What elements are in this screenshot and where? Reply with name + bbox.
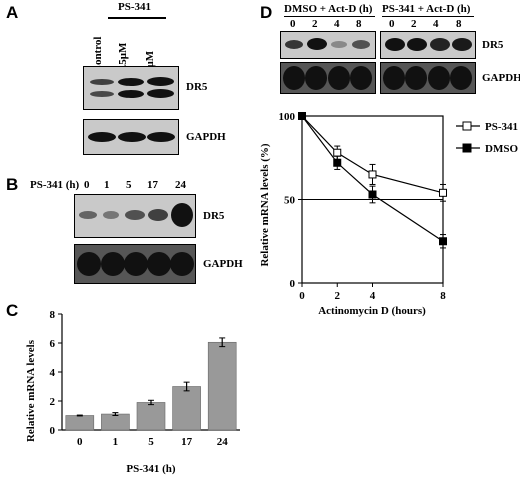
c-bar <box>65 415 95 431</box>
d-marker-1 <box>368 190 377 199</box>
ps341-treatment-label: PS-341 <box>118 1 151 13</box>
d-dmso-bracket <box>284 16 375 17</box>
panel-d-chart: Relative mRNA levels (%) 0 50 100 0 2 4 8 Acti… <box>259 111 518 317</box>
d-dmso-time-8: 8 <box>356 18 362 30</box>
c-y-tick-label: 2 <box>50 396 56 408</box>
d-dmso-time-0: 0 <box>290 18 296 30</box>
c-y-tick-label: 0 <box>50 425 56 437</box>
d-marker-1 <box>333 158 342 167</box>
d-x-tick-label: 4 <box>370 290 376 302</box>
d-ps341-bracket <box>382 16 474 17</box>
time-label-0: 0 <box>84 179 90 191</box>
panel-c-label: C <box>6 301 19 320</box>
d-x-axis-label: Actinomycin D (hours) <box>318 305 426 317</box>
blot-a-gapdh-label: GAPDH <box>186 131 226 143</box>
time-label-1: 1 <box>104 179 110 191</box>
c-x-tick-label: 1 <box>113 436 119 448</box>
d-legend-marker-0 <box>462 121 472 131</box>
c-y-axis-label: Relative mRNA levels <box>25 339 37 442</box>
d-x-tick-label: 2 <box>335 290 341 302</box>
c-x-axis-label: PS-341 (h) <box>126 463 176 475</box>
blot-a-dr5 <box>83 66 179 110</box>
blot-a-gapdh <box>83 119 179 155</box>
blot-d-dmso-dr5 <box>280 31 376 59</box>
d-marker-0 <box>333 148 342 157</box>
d-y-tick-label: 0 <box>290 278 296 290</box>
d-series-line-0 <box>301 115 444 194</box>
blot-a-dr5-label: DR5 <box>186 81 208 93</box>
c-bar <box>172 386 201 431</box>
panel-b-label: B <box>6 175 19 194</box>
time-label-5: 5 <box>126 179 132 191</box>
d-ps341-time-0: 0 <box>389 18 395 30</box>
c-y-tick-label: 6 <box>50 338 56 350</box>
d-legend-label-1: DMSO <box>485 143 518 155</box>
blot-d-dr5-label: DR5 <box>482 39 504 51</box>
d-group-label-ps341: PS-341 + Act-D (h) <box>382 3 471 15</box>
blot-d-gapdh-label: GAPDH <box>482 72 520 84</box>
d-ps341-time-4: 4 <box>433 18 439 30</box>
panel-a-label: A <box>6 3 19 22</box>
d-legend-label-0: PS-341 <box>485 121 518 133</box>
c-y-tick-label: 4 <box>50 367 56 379</box>
c-x-tick-label: 5 <box>148 436 154 448</box>
d-y-tick-label: 100 <box>279 111 296 123</box>
blot-b-dr5 <box>74 194 196 238</box>
d-legend-marker-1 <box>462 143 472 153</box>
c-y-tick-label: 8 <box>50 309 56 321</box>
d-marker-0 <box>439 188 447 197</box>
blot-b-dr5-label: DR5 <box>203 210 225 222</box>
d-group-label-dmso: DMSO + Act-D (h) <box>284 3 373 15</box>
d-ps341-time-8: 8 <box>456 18 462 30</box>
blot-b-gapdh <box>74 244 196 284</box>
d-y-axis-label: Relative mRNA levels (%) <box>259 143 271 266</box>
d-x-tick-label: 8 <box>440 290 446 302</box>
d-ps341-time-2: 2 <box>411 18 417 30</box>
panel-d-label: D <box>260 3 273 22</box>
d-marker-1 <box>439 237 447 246</box>
d-series-line-1 <box>301 115 444 242</box>
c-x-tick-label: 17 <box>181 436 193 448</box>
blot-d-ps341-gapdh <box>380 62 476 94</box>
d-y-tick-label: 50 <box>284 195 296 207</box>
treatment-bracket <box>108 17 166 19</box>
time-label-17: 17 <box>147 179 158 191</box>
blot-d-dmso-gapdh <box>280 62 376 94</box>
c-x-tick-label: 0 <box>77 436 83 448</box>
d-marker-0 <box>368 170 377 179</box>
c-bar <box>101 413 130 431</box>
d-dmso-time-4: 4 <box>334 18 340 30</box>
d-dmso-time-2: 2 <box>312 18 318 30</box>
c-x-tick-label: 24 <box>217 436 229 448</box>
c-bar <box>136 402 166 431</box>
c-bar <box>207 341 237 431</box>
time-label-24: 24 <box>175 179 186 191</box>
d-marker-1 <box>298 112 306 120</box>
d-x-tick-label: 0 <box>299 290 305 302</box>
ps341-time-label: PS-341 (h) <box>30 179 80 191</box>
blot-d-ps341-dr5 <box>380 31 476 59</box>
blot-b-gapdh-label: GAPDH <box>203 258 243 270</box>
